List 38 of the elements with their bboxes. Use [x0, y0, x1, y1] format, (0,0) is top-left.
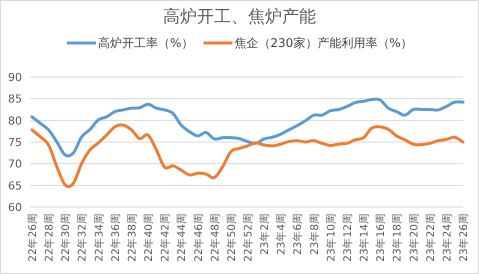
- x-tick-label: 22年30周: [60, 213, 72, 262]
- x-tick-label: 22年38周: [126, 213, 138, 262]
- x-tick-label: 22年26周: [27, 213, 39, 262]
- legend-label: 焦企（230家）产能利用率（%）: [234, 36, 413, 50]
- line-series: [30, 98, 464, 158]
- x-tick-label: 22年42周: [160, 213, 172, 262]
- x-tick-label: 22年28周: [44, 213, 56, 262]
- y-tick-label: 80: [8, 114, 22, 128]
- x-tick-label: 23年18周: [392, 213, 404, 262]
- x-tick-label: 23年14周: [358, 213, 371, 262]
- y-tick-label: 75: [8, 136, 22, 149]
- x-tick-label: 22年50周: [226, 213, 238, 262]
- legend-label: 高炉开工率（%）: [98, 36, 194, 50]
- x-tick-label: 22年46周: [192, 213, 205, 262]
- x-tick-label: 23年12周: [342, 213, 354, 262]
- y-tick-label: 65: [8, 179, 22, 192]
- x-tick-label: 23年22周: [424, 213, 437, 262]
- x-tick-label: 22年32周: [76, 213, 89, 262]
- y-tick-label: 85: [8, 92, 22, 106]
- x-tick-label: 23年2周: [259, 213, 272, 256]
- x-tick-label: 22年44周: [176, 213, 188, 262]
- y-tick-label: 90: [8, 71, 22, 84]
- x-tick-label: 23年20周: [408, 213, 420, 262]
- x-tick-label: 22年36周: [110, 213, 122, 262]
- x-tick-label: 22年48周: [209, 213, 222, 262]
- x-tick-label: 23年6周: [292, 213, 304, 256]
- chart-title: 高炉开工、焦炉产能: [163, 7, 316, 27]
- x-tick-label: 23年8周: [308, 213, 321, 256]
- x-tick-label: 22年40周: [143, 213, 156, 262]
- x-tick-label: 23年10周: [325, 213, 338, 262]
- y-tick-label: 60: [8, 201, 22, 214]
- x-tick-label: 23年24周: [441, 213, 454, 262]
- y-tick-label: 70: [8, 158, 22, 171]
- x-tick-label: 23年16周: [375, 213, 388, 262]
- x-tick-label: 23年26周: [458, 213, 470, 262]
- x-tick-label: 22年34周: [93, 213, 106, 262]
- x-tick-label: 22年52周: [242, 213, 254, 262]
- x-tick-label: 23年4周: [276, 213, 288, 256]
